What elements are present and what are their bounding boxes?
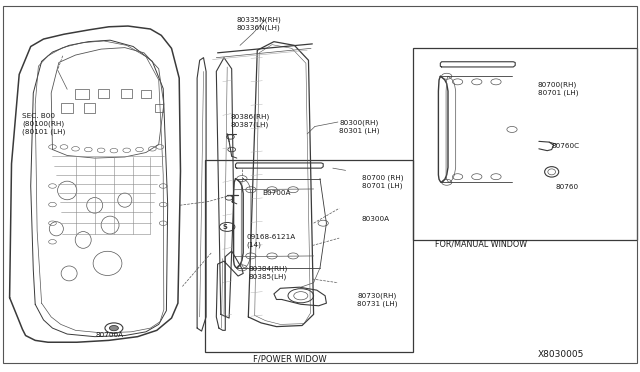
Bar [75,89,89,99]
Text: B0700A: B0700A [262,190,291,196]
Text: X8030005: X8030005 [538,350,584,359]
Bar [155,104,163,112]
Bar [98,89,109,98]
Bar [84,103,95,112]
Text: 80700A: 80700A [96,332,124,338]
Bar [413,48,637,240]
Text: 09168-6121A
(14): 09168-6121A (14) [246,234,296,248]
Text: 80300A: 80300A [362,216,390,222]
Text: 80700(RH)
80701 (LH): 80700(RH) 80701 (LH) [538,82,578,96]
Bar [205,160,413,352]
Text: 80386(RH)
80387(LH): 80386(RH) 80387(LH) [230,113,269,128]
Bar [61,103,73,112]
Text: 80700 (RH)
80701 (LH): 80700 (RH) 80701 (LH) [362,175,403,189]
Text: S: S [223,224,228,230]
Text: 80384(RH)
80385(LH): 80384(RH) 80385(LH) [248,266,287,280]
Text: 80300(RH)
80301 (LH): 80300(RH) 80301 (LH) [339,119,380,134]
Text: 80335N(RH)
80336N(LH): 80335N(RH) 80336N(LH) [237,17,282,31]
Text: 80730(RH)
80731 (LH): 80730(RH) 80731 (LH) [357,292,397,307]
Text: FOR/MANUAL WINDOW: FOR/MANUAL WINDOW [435,240,527,249]
Bar [141,90,151,98]
Circle shape [109,326,118,331]
Text: 80760: 80760 [556,184,579,190]
Text: F/POWER WIDOW: F/POWER WIDOW [253,354,326,363]
Text: SEC. B00
(80100(RH)
(80101 (LH): SEC. B00 (80100(RH) (80101 (LH) [22,113,66,135]
Bar [121,89,132,98]
Text: 80760C: 80760C [552,143,580,149]
